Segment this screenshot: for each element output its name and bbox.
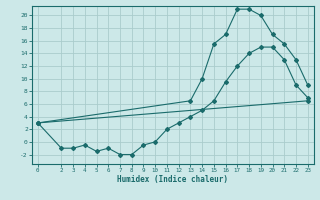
X-axis label: Humidex (Indice chaleur): Humidex (Indice chaleur) <box>117 175 228 184</box>
